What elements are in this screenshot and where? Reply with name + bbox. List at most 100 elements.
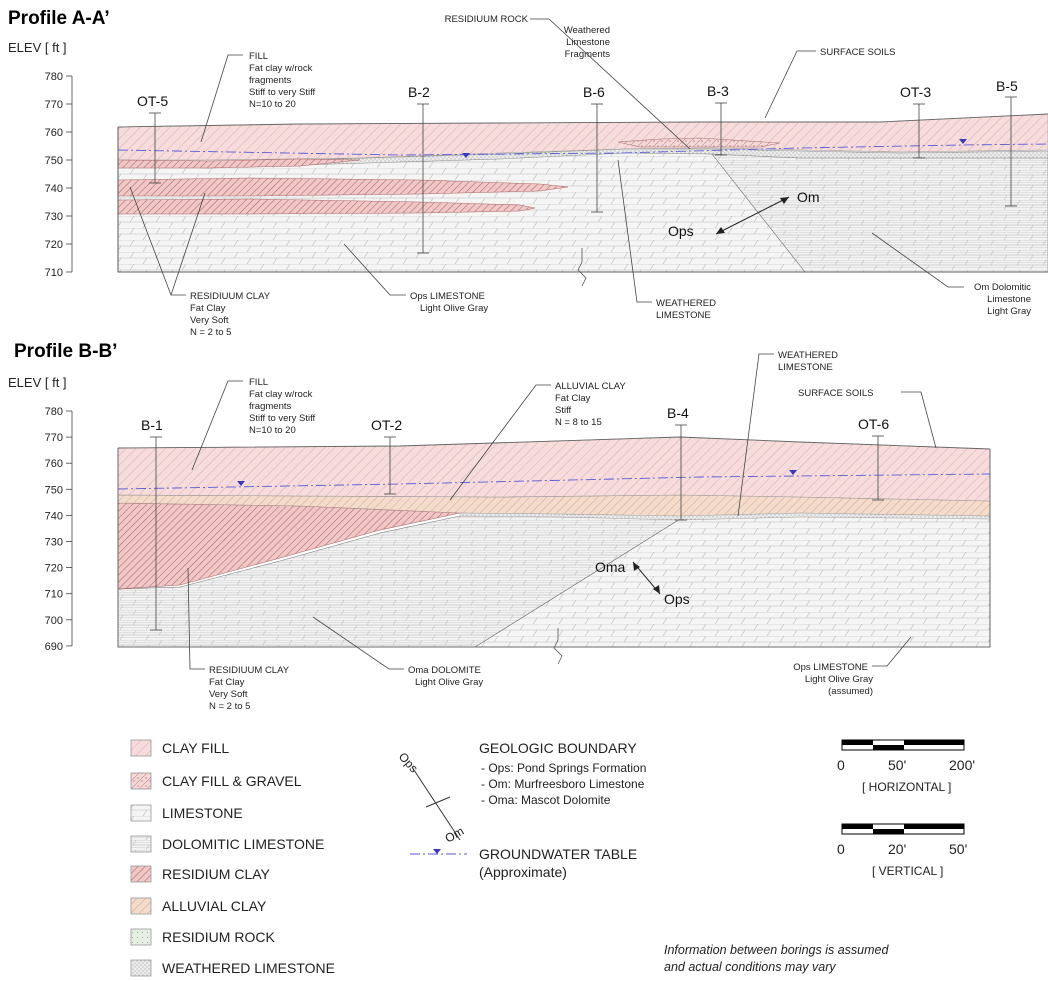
svg-text:(Approximate): (Approximate) bbox=[479, 864, 567, 880]
svg-text:SURFACE SOILS: SURFACE SOILS bbox=[798, 388, 874, 399]
legend-clay-fill: CLAY FILL bbox=[130, 739, 229, 757]
svg-text:Weathered: Weathered bbox=[564, 25, 610, 36]
profile-a-residuum-clay-2 bbox=[117, 177, 569, 197]
gw-marker-icon bbox=[433, 849, 441, 854]
gw-marker-icon bbox=[959, 139, 967, 144]
svg-text:50': 50' bbox=[949, 841, 967, 857]
svg-text:B-3: B-3 bbox=[707, 83, 729, 99]
boring-b-3[interactable]: B-3 bbox=[707, 83, 729, 156]
legend-boundary-text: GEOLOGIC BOUNDARY - Ops: Pond Springs Fo… bbox=[479, 740, 646, 807]
profile-b-zone-ops: Ops bbox=[664, 591, 690, 607]
profile-a-note-surface-soils: SURFACE SOILS bbox=[764, 47, 896, 119]
svg-text:WEATHERED LIMESTONE: WEATHERED LIMESTONE bbox=[162, 960, 335, 976]
profile-b-break-symbol bbox=[553, 628, 563, 665]
boring-ot-6[interactable]: OT-6 bbox=[858, 416, 889, 501]
profile-a-note-weathered: WEATHERED LIMESTONE bbox=[617, 159, 716, 321]
legend-residium-clay: RESIDIUM CLAY bbox=[130, 865, 271, 883]
profile-a-tick-label: 710 bbox=[45, 267, 63, 279]
profile-b-tick-label: 770 bbox=[45, 432, 63, 444]
legend-groundwater: GROUNDWATER TABLE (Approximate) bbox=[410, 846, 637, 880]
svg-text:Information between borings is: Information between borings is assumed bbox=[664, 943, 889, 957]
svg-text:and actual conditions may vary: and actual conditions may vary bbox=[664, 960, 836, 974]
profile-b-tick-label: 740 bbox=[45, 510, 63, 522]
svg-text:OT-3: OT-3 bbox=[900, 84, 931, 100]
profile-a-groundwater bbox=[117, 143, 1048, 156]
boring-b-5[interactable]: B-5 bbox=[996, 78, 1018, 207]
boring-b-6[interactable]: B-6 bbox=[583, 84, 605, 213]
arrow-head-icon bbox=[716, 227, 725, 234]
profile-a-zone-arrow bbox=[715, 196, 790, 235]
boring-b-1[interactable]: B-1 bbox=[141, 417, 163, 631]
svg-text:RESIDIUM ROCK: RESIDIUM ROCK bbox=[162, 929, 275, 945]
profile-b-tick-label: 750 bbox=[45, 484, 63, 496]
svg-text:- Om: Murfreesboro Limestone: - Om: Murfreesboro Limestone bbox=[481, 777, 645, 791]
boring-ot-3[interactable]: OT-3 bbox=[900, 84, 931, 159]
svg-text:OT-6: OT-6 bbox=[858, 416, 889, 432]
legend-dolomitic-limestone: DOLOMITIC LIMESTONE bbox=[130, 835, 324, 853]
svg-text:RESIDIUM CLAY: RESIDIUM CLAY bbox=[162, 866, 271, 882]
boring-b-4[interactable]: B-4 bbox=[667, 405, 689, 521]
svg-text:Limestone: Limestone bbox=[566, 37, 610, 48]
svg-text:CLAY FILL & GRAVEL: CLAY FILL & GRAVEL bbox=[162, 773, 302, 789]
svg-text:RESIDIUUM ROCK: RESIDIUUM ROCK bbox=[445, 14, 529, 25]
boring-ot-2[interactable]: OT-2 bbox=[371, 417, 402, 495]
gw-marker-icon bbox=[462, 153, 470, 158]
profile-a-note-residuum-rock: RESIDIUUM ROCK Weathered Limestone Fragm… bbox=[445, 14, 691, 150]
svg-text:ALLUVIAL CLAY: ALLUVIAL CLAY bbox=[162, 898, 267, 914]
profile-b-borings: B-1 OT-2 B-4 OT-6 bbox=[141, 405, 889, 631]
profile-b-title: Profile B-B’ bbox=[14, 341, 117, 362]
profile-a-zone-om: Om bbox=[797, 189, 820, 205]
profile-b-tick-label: 710 bbox=[45, 589, 63, 601]
profile-a: Profile A-A’ ELEV [ ft ] 780 770 760 750 740… bbox=[8, 8, 1048, 338]
profile-b-tick-label: 720 bbox=[45, 563, 63, 575]
legend-alluvial-clay: ALLUVIAL CLAY bbox=[130, 897, 267, 915]
legend-weathered-limestone: WEATHERED LIMESTONE bbox=[130, 959, 335, 977]
profile-b-note-surface-soils: SURFACE SOILS bbox=[798, 388, 937, 449]
svg-text:200': 200' bbox=[949, 757, 975, 773]
profile-b-tick-label: 690 bbox=[45, 641, 63, 653]
svg-text:GROUNDWATER TABLE: GROUNDWATER TABLE bbox=[479, 846, 637, 862]
svg-text:OT-2: OT-2 bbox=[371, 417, 402, 433]
profile-a-tick-label: 770 bbox=[45, 99, 63, 111]
profile-b-groundwater bbox=[117, 473, 991, 490]
profile-a-tick-label: 780 bbox=[45, 71, 63, 83]
boring-b-2[interactable]: B-2 bbox=[408, 84, 430, 254]
svg-text:- Oma: Mascot Dolomite: - Oma: Mascot Dolomite bbox=[481, 793, 611, 807]
profile-a-break-symbol bbox=[577, 248, 587, 287]
svg-text:20': 20' bbox=[888, 841, 906, 857]
profile-a-axis: 780 770 760 750 740 730 720 710 bbox=[45, 71, 73, 279]
profile-a-note-residuum-clay: RESIDIUUM CLAY Fat Clay Very Soft N = 2 to … bbox=[129, 186, 271, 338]
arrow-head-icon bbox=[653, 585, 660, 594]
svg-text:OT-5: OT-5 bbox=[137, 93, 168, 109]
profile-a-residuum-clay-3 bbox=[117, 198, 536, 215]
boring-ot-5[interactable]: OT-5 bbox=[137, 93, 168, 184]
svg-text:CLAY FILL: CLAY FILL bbox=[162, 740, 229, 756]
profile-b-tick-label: 700 bbox=[45, 615, 63, 627]
disclaimer: Information between borings is assumed a… bbox=[664, 943, 889, 974]
profile-b-note-weathered: WEATHERED LIMESTONE bbox=[737, 350, 838, 517]
legend-limestone: LIMESTONE bbox=[130, 804, 243, 822]
gw-marker-icon bbox=[237, 481, 245, 486]
profile-a-tick-label: 760 bbox=[45, 127, 63, 139]
svg-text:[ HORIZONTAL ]: [ HORIZONTAL ] bbox=[862, 780, 951, 794]
profile-a-weathered-layer bbox=[299, 148, 1048, 166]
svg-text:Om: Om bbox=[443, 824, 467, 846]
svg-text:0: 0 bbox=[837, 757, 845, 773]
profile-a-residuum-rock bbox=[617, 137, 781, 148]
gw-marker-icon bbox=[789, 470, 797, 475]
profile-a-residuum-clay-1 bbox=[117, 158, 361, 169]
svg-text:B-6: B-6 bbox=[583, 84, 605, 100]
profile-a-note-ops-limestone: Ops LIMESTONE Light Olive Gray bbox=[343, 243, 488, 314]
profile-b-elev-label: ELEV [ ft ] bbox=[8, 375, 67, 390]
legend-clay-fill-gravel: CLAY FILL & GRAVEL bbox=[130, 772, 302, 790]
profile-a-title: Profile A-A’ bbox=[8, 8, 110, 29]
